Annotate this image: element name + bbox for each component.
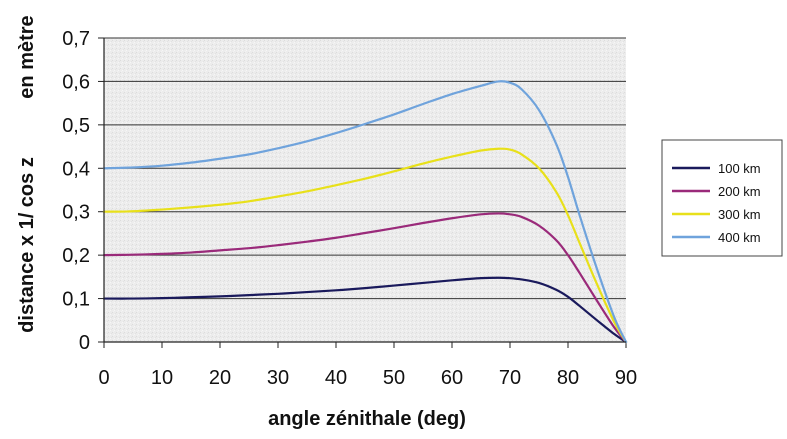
- x-tick-label: 90: [615, 367, 637, 389]
- y-tick-label: 0,3: [62, 202, 90, 224]
- x-axis-label: angle zénithale (deg): [268, 408, 466, 430]
- y-tick-label: 0,7: [62, 28, 90, 50]
- series-line-400-km: [102, 80, 628, 344]
- x-tick-label: 80: [557, 367, 579, 389]
- legend-label: 200 km: [718, 184, 761, 199]
- series-line-300-km: [102, 147, 628, 344]
- y-axis-ticks: 0 0,1 0,2 0,3 0,4 0,5 0,6 0,7: [62, 28, 104, 354]
- x-tick-label: 50: [383, 367, 405, 389]
- x-tick-label: 60: [441, 367, 463, 389]
- legend-items: 100 km 200 km 300 km 400 km: [672, 161, 761, 245]
- y-tick-label: 0,4: [62, 158, 90, 180]
- series-line-200-km: [102, 212, 628, 344]
- legend-label: 100 km: [718, 161, 761, 176]
- x-tick-label: 70: [499, 367, 521, 389]
- x-tick-label: 20: [209, 367, 231, 389]
- x-tick-label: 40: [325, 367, 347, 389]
- series-lines: [102, 80, 628, 344]
- x-axis-ticks: 0 10 20 30 40 50 60 70 80 90: [98, 342, 637, 389]
- y-tick-label: 0,2: [62, 245, 90, 267]
- legend-label: 400 km: [718, 230, 761, 245]
- legend: 100 km 200 km 300 km 400 km: [661, 139, 783, 257]
- x-tick-label: 30: [267, 367, 289, 389]
- y-tick-label: 0,6: [62, 71, 90, 93]
- plot-area: [104, 38, 626, 342]
- y-axis-label-right: en mètre: [16, 15, 38, 98]
- x-tick-label: 10: [151, 367, 173, 389]
- x-tick-label: 0: [98, 367, 109, 389]
- y-tick-label: 0,1: [62, 289, 90, 311]
- series-line-100-km: [102, 276, 628, 344]
- legend-label: 300 km: [718, 207, 761, 222]
- y-axis-label-left: distance x 1/ cos z: [16, 157, 38, 333]
- y-tick-label: 0: [79, 332, 90, 354]
- y-tick-label: 0,5: [62, 115, 90, 137]
